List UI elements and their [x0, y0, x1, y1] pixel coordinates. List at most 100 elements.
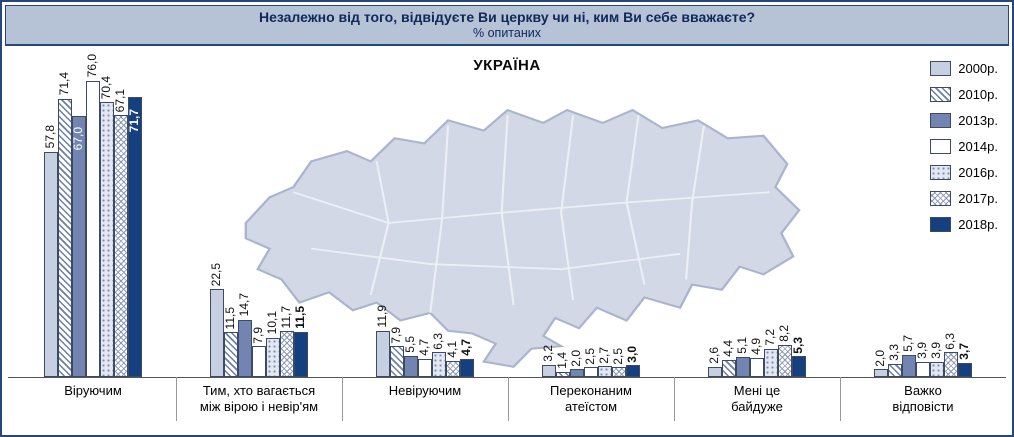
bar-value-label: 5,3	[791, 336, 805, 354]
bar-2018-cat5	[958, 362, 972, 377]
bar-value-label: 71,7	[127, 109, 141, 133]
bar-2014-cat5	[916, 361, 930, 377]
category-label: Віруючим	[10, 383, 176, 399]
category-label: Переконаним атеїстом	[508, 383, 674, 415]
category-separator	[673, 377, 675, 421]
bar-2017-cat2	[446, 361, 460, 377]
bar-2018-cat1	[294, 332, 308, 377]
chart-legend: 2000р. 2010р. 2013р. 2014р. 2016р. 2017р. 2018…	[930, 61, 998, 232]
bar-2000-cat5	[874, 369, 888, 377]
category-separator	[175, 377, 177, 421]
bar-2016-cat0	[100, 102, 114, 377]
bar-2018-cat0	[128, 97, 142, 377]
bar-2014-cat4	[750, 357, 764, 377]
bar-2016-cat3	[598, 366, 612, 377]
bar-2000-cat2	[376, 330, 390, 377]
bar-2018-cat2	[460, 358, 474, 377]
legend-swatch-2010	[930, 87, 952, 102]
bar-2013-cat2	[404, 355, 418, 377]
bar-value-label: 3,7	[957, 342, 971, 360]
category-label: Важко відповісти	[840, 383, 1006, 415]
bar-2013-cat3	[570, 369, 584, 377]
x-axis	[8, 377, 1006, 378]
category-label: Тим, хто вагається між вірою і невір'ям	[176, 383, 342, 415]
bar-2017-cat5	[944, 352, 958, 377]
plot-area: УКРАЇНА 2000р. 2010р. 2013р. 2014р. 2016р. 20…	[2, 49, 1012, 435]
category-label-line: Невіруючим	[388, 383, 462, 398]
bar-2018-cat3	[626, 365, 640, 377]
bar-value-label: 11,5	[293, 306, 307, 330]
bar-value-label: 3,0	[625, 345, 639, 363]
bar-2016-cat1	[266, 337, 280, 377]
legend-swatch-2018	[930, 217, 952, 232]
bar-2000-cat0	[44, 151, 58, 377]
legend-label-2018: 2018р.	[958, 217, 998, 232]
chart-subtitle: % опитаних	[473, 26, 541, 40]
legend-item-2018: 2018р.	[930, 217, 998, 232]
legend-item-2010: 2010р.	[930, 87, 998, 102]
bar-2017-cat3	[612, 367, 626, 377]
bar-2013-cat0	[72, 115, 86, 377]
bar-2016-cat5	[930, 361, 944, 377]
bar-2014-cat3	[584, 367, 598, 377]
bar-2010-cat1	[224, 332, 238, 377]
category-label: Мені це байдуже	[674, 383, 840, 415]
bar-value-label: 22,5	[209, 262, 223, 287]
chart-header: Незалежно від того, відвідуєте Ви церкву…	[5, 5, 1009, 46]
ukraine-map	[244, 108, 801, 368]
bar-2017-cat0	[114, 115, 128, 377]
bar-value-label: 57,8	[43, 125, 57, 149]
bar-2013-cat4	[736, 357, 750, 377]
category-label-line: Переконаним	[550, 383, 632, 398]
legend-item-2000: 2000р.	[930, 61, 998, 76]
oblast-borders	[293, 115, 770, 313]
category-label-line: Віруючим	[64, 383, 122, 398]
legend-item-2013: 2013р.	[930, 113, 998, 128]
category-label-line: Тим, хто вагається	[202, 383, 316, 398]
bar-2013-cat1	[238, 319, 252, 377]
bar-value-label: 14,7	[237, 293, 251, 317]
category-label: Невіруючим	[342, 383, 508, 399]
legend-swatch-2017	[930, 191, 952, 206]
legend-label-2017: 2017р.	[958, 191, 998, 206]
bar-2018-cat4	[792, 356, 806, 377]
bar-value-label: 71,4	[57, 72, 71, 96]
bar-2016-cat2	[432, 352, 446, 377]
category-label-line: атеїстом	[564, 399, 618, 414]
bar-2014-cat1	[252, 346, 266, 377]
bar-value-label: 76,0	[85, 54, 99, 78]
bar-2010-cat0	[58, 98, 72, 377]
bar-2010-cat2	[390, 346, 404, 377]
bar-2010-cat3	[556, 371, 570, 377]
legend-label-2013: 2013р.	[958, 113, 998, 128]
category-label-line: Мені це	[733, 383, 781, 398]
legend-label-2016: 2016р.	[958, 165, 998, 180]
bar-value-label: 67,0	[71, 127, 85, 151]
category-label-line: байдуже	[731, 399, 783, 414]
category-label-line: Важко	[904, 383, 942, 398]
legend-label-2000: 2000р.	[958, 61, 998, 76]
legend-swatch-2016	[930, 165, 952, 180]
category-separator	[507, 377, 509, 421]
legend-item-2017: 2017р.	[930, 191, 998, 206]
legend-label-2014: 2014р.	[958, 139, 998, 154]
bar-value-label: 11,9	[375, 305, 389, 328]
legend-item-2016: 2016р.	[930, 165, 998, 180]
category-label-line: відповісти	[892, 399, 954, 414]
bar-2017-cat1	[280, 331, 294, 377]
bar-2000-cat1	[210, 289, 224, 377]
category-separator	[341, 377, 343, 421]
category-label-line: між вірою і невір'ям	[199, 399, 319, 414]
bar-2013-cat5	[902, 354, 916, 377]
legend-label-2010: 2010р.	[958, 87, 998, 102]
legend-swatch-2013	[930, 113, 952, 128]
bar-2010-cat5	[888, 364, 902, 377]
legend-swatch-2000	[930, 61, 952, 76]
bar-2000-cat3	[542, 364, 556, 377]
bar-2010-cat4	[722, 359, 736, 377]
bar-2000-cat4	[708, 366, 722, 377]
chart-question-title: Незалежно від того, відвідуєте Ви церкву…	[258, 9, 756, 25]
bar-value-label: 4,7	[459, 338, 473, 356]
country-title: УКРАЇНА	[473, 57, 541, 74]
